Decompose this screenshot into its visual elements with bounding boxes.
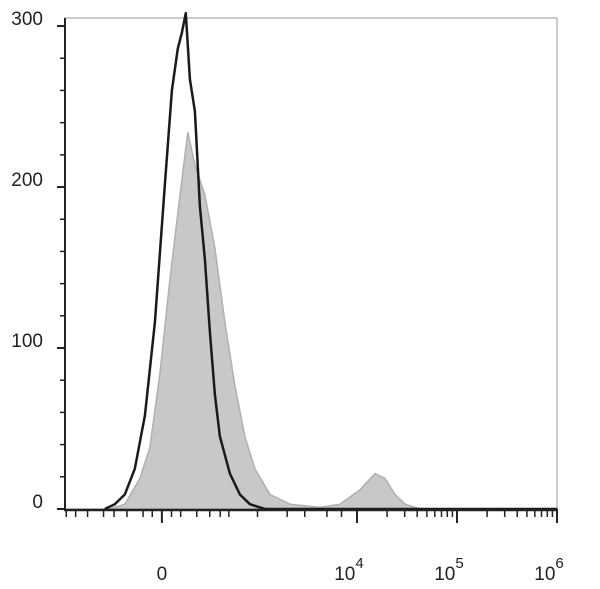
y-tick-label: 300 bbox=[11, 9, 43, 30]
histogram-area bbox=[109, 132, 557, 510]
x-tick-label: 106 bbox=[534, 555, 563, 585]
y-tick-label: 100 bbox=[11, 331, 43, 352]
histogram-line bbox=[104, 11, 557, 511]
x-tick-exponent: 5 bbox=[455, 555, 463, 572]
plot-frame bbox=[64, 17, 558, 510]
x-tick-label: 105 bbox=[434, 555, 463, 585]
y-tick-label: 0 bbox=[32, 492, 43, 513]
x-tick-label: 104 bbox=[334, 555, 363, 585]
marks bbox=[104, 11, 557, 511]
x-tick-base: 10 bbox=[434, 564, 455, 585]
x-tick-exponent: 4 bbox=[355, 555, 363, 572]
x-tick-exponent: 6 bbox=[555, 555, 563, 572]
x-tick-base: 10 bbox=[334, 564, 355, 585]
x-tick-label: 0 bbox=[157, 564, 168, 585]
x-tick-base: 10 bbox=[534, 564, 555, 585]
y-tick-label: 200 bbox=[11, 170, 43, 191]
